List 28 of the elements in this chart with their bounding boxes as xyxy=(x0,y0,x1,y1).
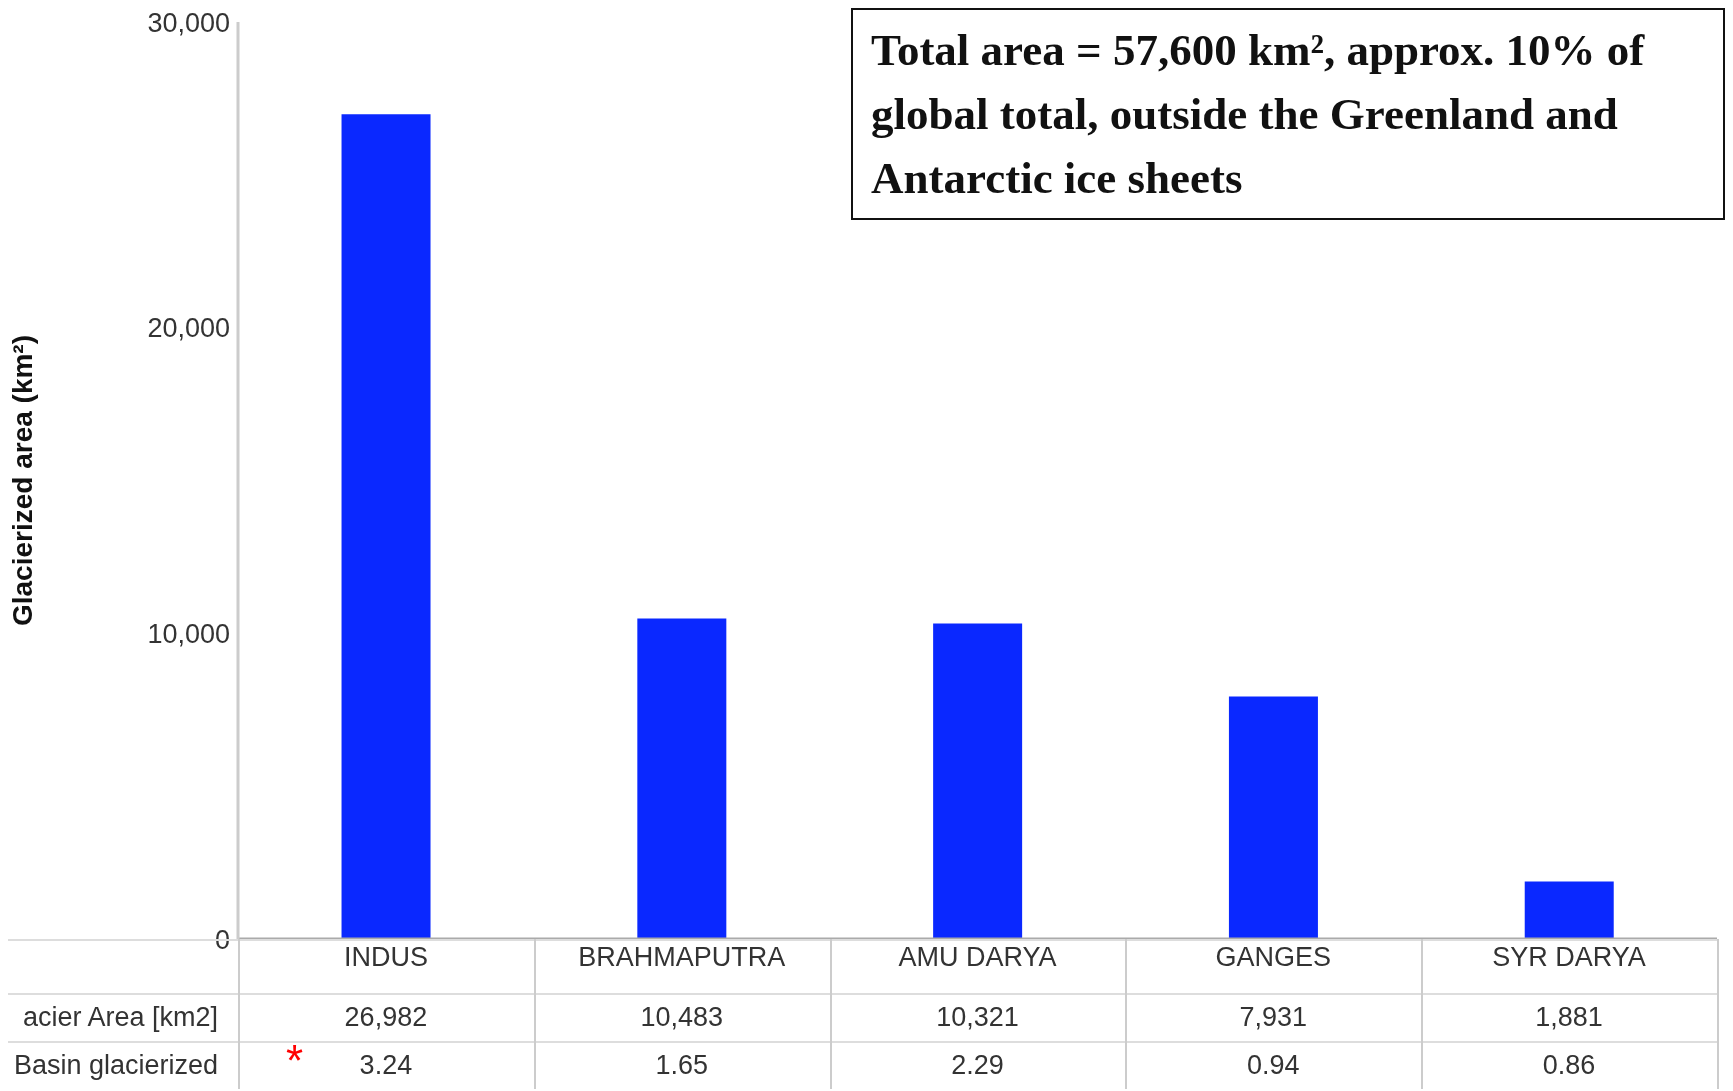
bar xyxy=(1228,696,1318,939)
y-tick-label: 20,000 xyxy=(147,313,230,344)
bar xyxy=(933,623,1023,939)
x-tick-label: SYR DARYA xyxy=(1492,942,1646,973)
data-label: 10,321 xyxy=(935,1001,1020,1034)
data-label: 10,483 xyxy=(639,1001,724,1034)
x-tick-label: AMU DARYA xyxy=(898,942,1057,973)
bar xyxy=(637,618,727,939)
x-tick-label: INDUS xyxy=(343,942,428,973)
text: 2.29 xyxy=(950,1049,1005,1082)
annotation: Total area = 57,600 km², approx. 10% of global total, outside the Greenland and Antarctic ice sheets xyxy=(851,8,1725,220)
bar xyxy=(341,114,431,939)
y-tick-label: 10,000 xyxy=(147,618,230,649)
x-tick-label: BRAHMAPUTRA xyxy=(578,942,786,973)
x-tick-label: GANGES xyxy=(1215,942,1332,973)
data-label: 26,982 xyxy=(344,1002,428,1032)
data-label: 7,931 xyxy=(1238,1001,1309,1034)
text: 1.65 xyxy=(654,1049,709,1082)
y-axis-title: Glacierized area (km²) xyxy=(6,334,38,627)
bar xyxy=(1524,881,1614,939)
text: 3.24 xyxy=(359,1050,413,1080)
asterisk: * xyxy=(286,1037,304,1085)
data-label: 1,881 xyxy=(1534,1001,1604,1034)
text: acier Area [km2] xyxy=(21,1001,218,1034)
text: 0.86 xyxy=(1541,1049,1597,1082)
y-tick-label: 30,000 xyxy=(147,7,230,38)
text: 0.94 xyxy=(1246,1049,1301,1082)
text: Basin glacierized xyxy=(12,1049,218,1082)
